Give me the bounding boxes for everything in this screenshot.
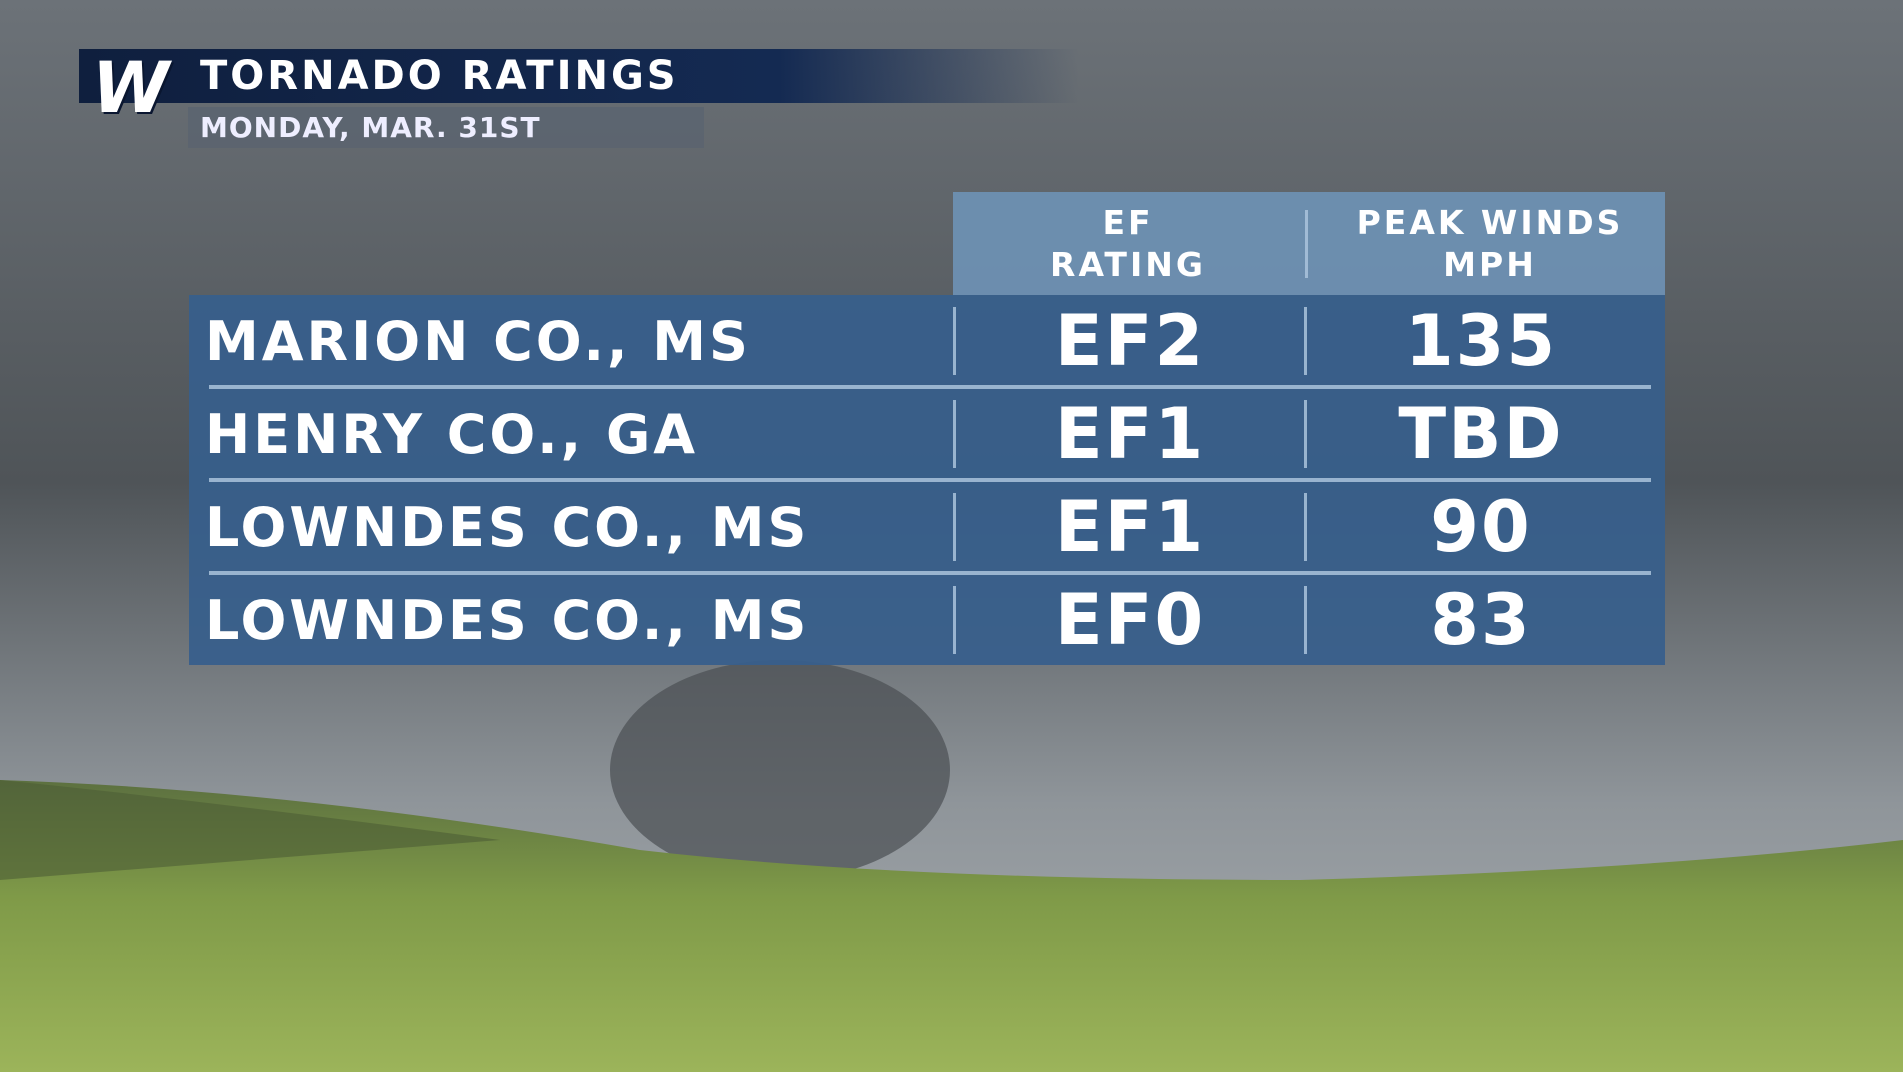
column-divider <box>953 586 956 654</box>
county-name: LOWNDES CO., MS <box>205 588 810 652</box>
column-divider <box>1304 493 1307 561</box>
table-body: MARION CO., MS EF2 135 HENRY CO., GA EF1 TBD L… <box>189 295 1665 665</box>
peak-winds: TBD <box>1398 393 1564 475</box>
column-divider <box>1304 400 1307 468</box>
table-row: HENRY CO., GA EF1 TBD <box>189 388 1665 482</box>
ef-rating: EF2 <box>1054 300 1206 382</box>
column-divider <box>953 493 956 561</box>
column-header-line: PEAK WINDS <box>1356 202 1624 242</box>
column-divider <box>953 400 956 468</box>
table-row: MARION CO., MS EF2 135 <box>189 295 1665 389</box>
peak-winds: 135 <box>1404 300 1558 382</box>
table-row: LOWNDES CO., MS EF0 83 <box>189 574 1665 666</box>
table-row: LOWNDES CO., MS EF1 90 <box>189 481 1665 575</box>
row-separator <box>209 571 1651 575</box>
county-name: MARION CO., MS <box>205 309 751 373</box>
subtitle-bar <box>188 107 704 148</box>
table-header: EF RATING PEAK WINDS MPH <box>953 192 1665 295</box>
row-separator <box>209 385 1651 389</box>
column-header-line: EF <box>1102 202 1154 242</box>
ef-rating: EF1 <box>1054 486 1206 568</box>
column-header: EF RATING <box>953 192 1303 295</box>
column-divider <box>1304 586 1307 654</box>
column-header-line: RATING <box>1050 244 1206 284</box>
column-header-line: MPH <box>1443 244 1537 284</box>
row-separator <box>209 478 1651 482</box>
column-divider <box>953 307 956 375</box>
ef-rating: EF0 <box>1054 579 1206 661</box>
title-bar <box>79 49 1079 103</box>
logo: W <box>92 47 169 129</box>
column-divider <box>1305 210 1308 278</box>
peak-winds: 90 <box>1430 486 1532 568</box>
title: TORNADO RATINGS <box>200 53 679 99</box>
peak-winds: 83 <box>1430 579 1532 661</box>
column-divider <box>1304 307 1307 375</box>
county-name: LOWNDES CO., MS <box>205 495 810 559</box>
county-name: HENRY CO., GA <box>205 402 699 466</box>
column-header: PEAK WINDS MPH <box>1315 192 1665 295</box>
subtitle: MONDAY, MAR. 31ST <box>200 111 541 144</box>
ef-rating: EF1 <box>1054 393 1206 475</box>
